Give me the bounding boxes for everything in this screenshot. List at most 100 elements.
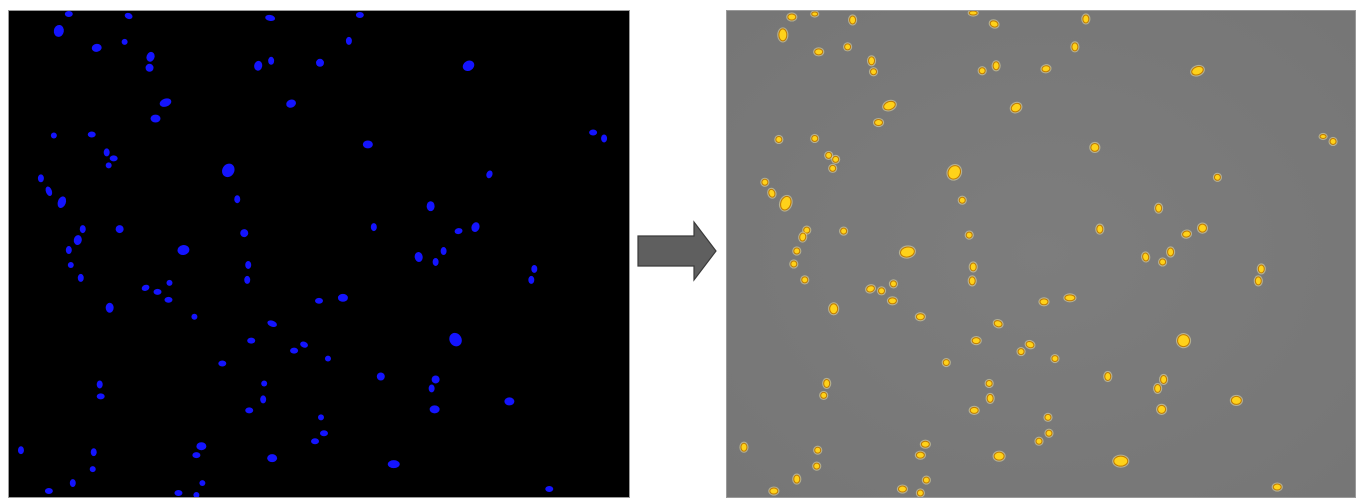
nucleus (414, 252, 423, 262)
segmented-cell (992, 319, 1004, 329)
nucleus (234, 195, 241, 204)
nucleus (45, 186, 53, 197)
cell-body (1191, 65, 1204, 76)
image-background (9, 11, 629, 497)
right-arrow-icon (636, 220, 718, 282)
segmented-cell (921, 475, 931, 485)
cell-body (887, 297, 897, 305)
nucleus (164, 296, 173, 303)
nucleus (355, 11, 364, 18)
nucleus (44, 488, 53, 495)
cell-body (1198, 223, 1207, 233)
nucleus (240, 229, 249, 238)
cell-body (868, 56, 876, 66)
nucleus (79, 225, 86, 234)
nucleus (449, 332, 462, 347)
nuclei-image-canvas (9, 11, 629, 497)
nucleus (145, 63, 154, 72)
nucleus (53, 24, 64, 37)
segmented-cell (1095, 223, 1105, 235)
segmented-cell (991, 60, 1001, 72)
segmented-cell (828, 302, 840, 316)
nucleus (89, 466, 96, 473)
nucleus (65, 246, 72, 254)
nucleus (286, 99, 296, 108)
nucleus (432, 257, 439, 266)
segmented-cell (792, 246, 802, 256)
segmented-cell (968, 261, 978, 273)
nucleus (245, 407, 254, 414)
segmented-cell (1256, 263, 1266, 275)
segmented-cell (1156, 403, 1168, 415)
cell-body (1254, 276, 1262, 286)
cell-body (992, 61, 1000, 71)
segmented-cell (777, 27, 789, 43)
nucleus (87, 131, 96, 138)
cell-body (1329, 137, 1337, 145)
nucleus (37, 174, 44, 183)
nucleus (193, 492, 200, 497)
nucleus (300, 341, 308, 348)
segmented-cell (1159, 373, 1169, 386)
segmented-cell (898, 245, 916, 259)
segmented-cell (1103, 370, 1113, 383)
cell-body (820, 391, 828, 399)
nucleus (153, 288, 162, 295)
segmented-cell (792, 473, 802, 485)
segmented-cell (800, 275, 810, 285)
cell-body (942, 359, 950, 367)
segmented-cell (831, 154, 841, 164)
nucleus (177, 245, 190, 256)
segmented-cell (1166, 246, 1176, 258)
nucleus (218, 360, 227, 367)
cell-body (1177, 334, 1191, 348)
cell-body (889, 280, 897, 288)
nucleus (601, 134, 608, 143)
nucleus (440, 247, 447, 255)
cell-body (825, 151, 833, 159)
cell-body (1160, 375, 1168, 384)
cell-body (900, 246, 915, 258)
nucleus (462, 60, 475, 72)
cell-body (1113, 455, 1129, 467)
nucleus (362, 140, 373, 149)
cell-body (870, 68, 878, 76)
segmented-cell (767, 187, 777, 199)
cell-body (993, 451, 1005, 461)
segmented-cell (970, 336, 982, 346)
nucleus (531, 264, 538, 273)
segmented-cell (1040, 64, 1052, 74)
segmented-cell (1112, 454, 1130, 468)
cell-body (829, 164, 837, 172)
segmented-cell (1196, 222, 1209, 234)
cell-body (769, 487, 779, 495)
nucleus (245, 260, 252, 269)
segmented-cell (1328, 136, 1338, 147)
cell-body (780, 195, 792, 211)
nucleus (254, 60, 263, 71)
segmented-cell (957, 195, 967, 205)
cell-body (958, 196, 966, 204)
segmented-cell (1229, 394, 1243, 406)
cell-body (978, 67, 986, 75)
cell-body (761, 178, 769, 186)
cell-body (1272, 483, 1282, 491)
nucleus (103, 148, 110, 157)
nucleus (191, 313, 198, 320)
nucleus (504, 397, 515, 406)
cell-body (829, 303, 839, 315)
segmented-cell (941, 357, 951, 368)
cell-body (1010, 102, 1022, 113)
nucleus (247, 337, 256, 344)
segmented-cell (1158, 257, 1168, 267)
nucleus (64, 11, 73, 17)
nucleus (17, 446, 24, 455)
arrow-shape (637, 220, 717, 282)
cell-body (915, 451, 925, 459)
cell-body (866, 285, 875, 293)
nucleus (199, 480, 206, 487)
nucleus (121, 38, 128, 45)
nucleus (67, 261, 74, 268)
cell-body (1064, 294, 1076, 302)
cell-body (814, 446, 822, 454)
